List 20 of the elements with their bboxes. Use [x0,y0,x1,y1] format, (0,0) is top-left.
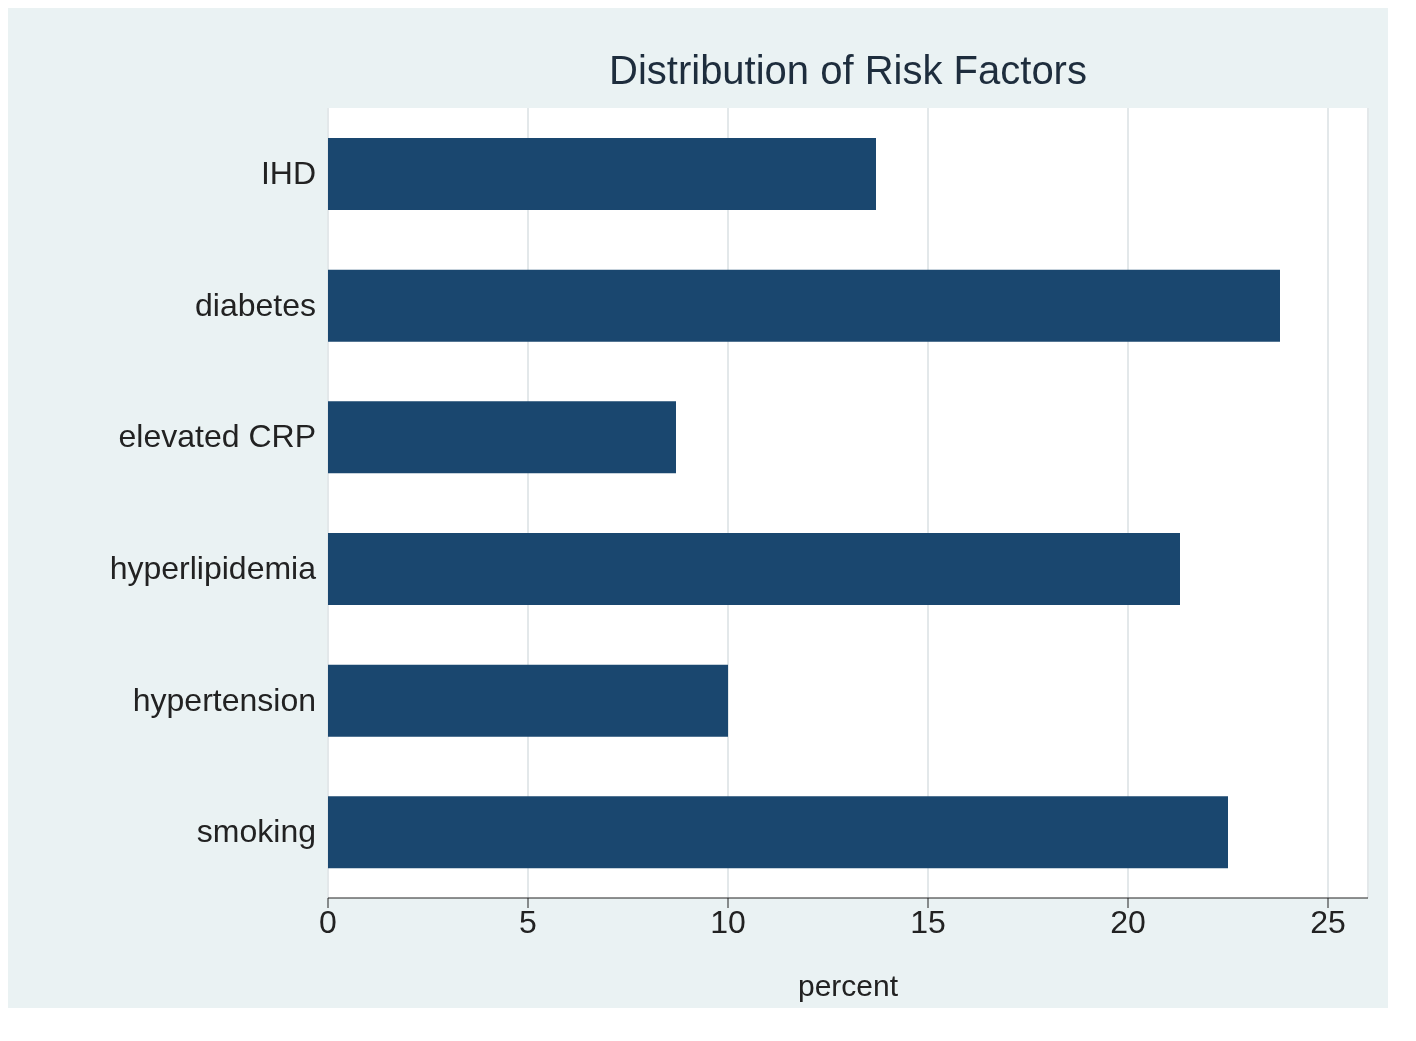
y-tick-label: smoking [195,813,316,851]
x-axis-title: percent [797,969,899,1002]
bar [328,533,1180,605]
y-tick-label: IHD [259,154,316,192]
bar [328,401,676,474]
y-tick-label: hyperlipidemia [108,549,316,587]
bar [328,138,876,210]
x-tick-label: 5 [519,903,537,940]
y-tick-label: hypertension [131,681,316,719]
x-tick-label: 0 [319,903,337,940]
y-tick-label: elevated CRP [117,418,316,456]
x-tick-label: 25 [1310,903,1346,940]
x-tick-label: 10 [710,903,746,940]
x-tick-label: 20 [1110,903,1146,940]
bar [328,796,1228,869]
bar [328,269,1280,342]
y-tick-label: diabetes [194,286,316,324]
chart-title: Distribution of Risk Factors [608,48,1088,93]
x-tick-label: 15 [910,903,946,940]
bar [328,664,728,737]
